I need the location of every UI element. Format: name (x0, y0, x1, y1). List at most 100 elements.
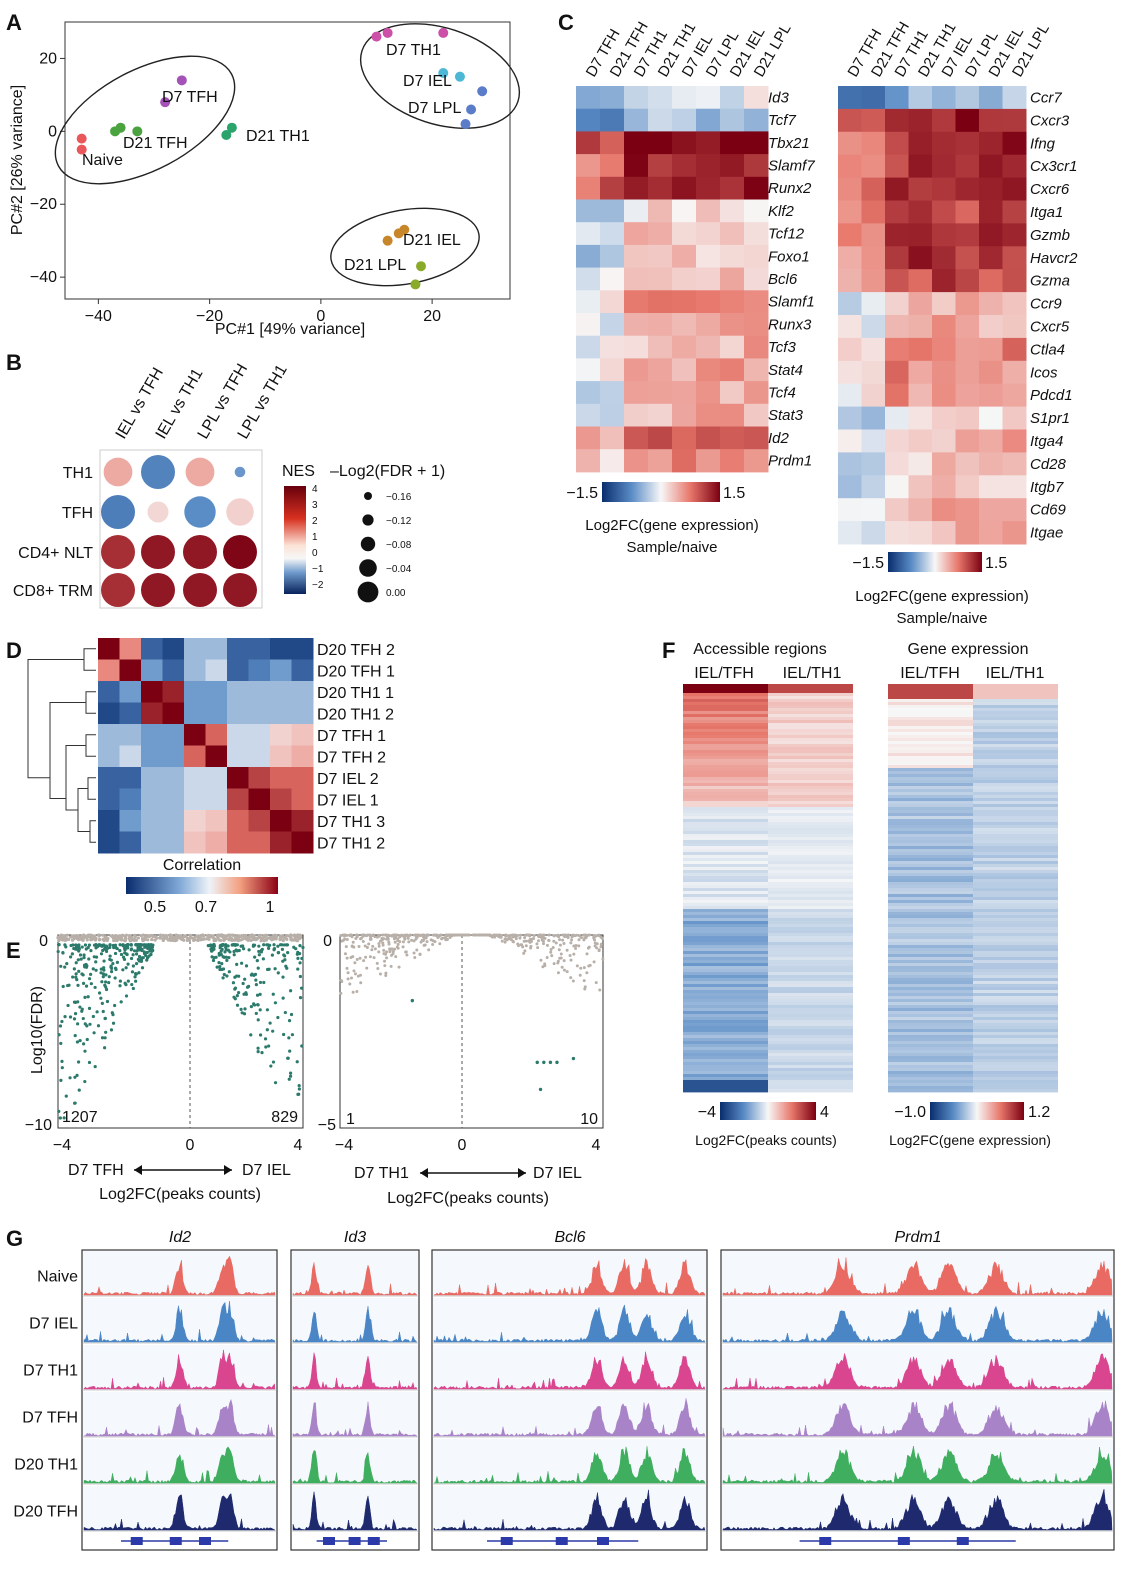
volcano-right-point (372, 956, 376, 960)
volcano-right-point (545, 943, 549, 947)
volcano-left-point (252, 1002, 256, 1006)
f-heat-row (683, 966, 768, 970)
f-heat-row (888, 765, 973, 769)
f-heat-row (683, 1026, 768, 1030)
heatmap-cell (979, 131, 1003, 156)
volcano-right-point (418, 953, 422, 957)
heatmap-cell (648, 176, 673, 200)
volcano-right-point (503, 937, 507, 941)
f-heat-row (973, 858, 1058, 862)
f-heat-row (768, 903, 853, 907)
volcano-right-point (536, 946, 540, 950)
volcano-left-point (80, 1009, 84, 1013)
f-heat-row (683, 1062, 768, 1066)
f-heat-row (683, 1020, 768, 1024)
volcano-left-point (93, 938, 98, 942)
heatmap-cell (932, 131, 956, 156)
volcano-left-point (207, 937, 211, 941)
f-heat-row (768, 936, 853, 940)
f-heat-row (888, 1026, 973, 1030)
volcano-left-point (250, 933, 254, 937)
f-heat-row (888, 948, 973, 952)
f-heat-row (888, 879, 973, 883)
heatmap-cell (576, 449, 601, 473)
heatmap-cell (908, 223, 933, 247)
f-heat-row (888, 876, 973, 880)
volcano-right-point (438, 942, 442, 946)
volcano-left-point (141, 956, 145, 960)
heatmap-cell (838, 429, 862, 453)
f-heat-row (683, 732, 768, 736)
volcano-left-point (214, 938, 218, 943)
f-heat-row (768, 942, 853, 946)
f-heat-row (768, 1050, 853, 1054)
volcano-left-point (107, 980, 111, 985)
correlation-cell (162, 831, 185, 854)
volcano-left-point (145, 958, 149, 962)
f-heat-row (768, 798, 853, 802)
heatmap-cell (838, 292, 862, 316)
volcano-left-point (83, 935, 88, 939)
f-heat-row (768, 963, 853, 967)
f-heat-row (768, 990, 853, 994)
f-heat-row (888, 1074, 973, 1078)
heatmap-cell (576, 222, 601, 246)
volcano-right-point (582, 933, 586, 937)
label-naive: Naive (82, 152, 123, 169)
f-heat-row (768, 828, 853, 832)
heatmap-cell (955, 86, 980, 110)
f-heat-row (683, 1083, 768, 1087)
heatmap-cell (932, 337, 956, 362)
g-coverage-track (722, 1257, 1113, 1296)
f-heat-row (888, 711, 973, 715)
f-heat-row (683, 759, 768, 763)
volcano-left-point (256, 1046, 260, 1050)
f-heat-row (888, 831, 973, 835)
f-heat-row (888, 891, 973, 895)
volcano-right-xlabel: Log2FC(peaks counts) (387, 1190, 549, 1207)
f-heat-row (768, 846, 853, 850)
correlation-cell (184, 724, 206, 746)
correlation-cell (205, 767, 228, 789)
volcano-right-point (371, 944, 375, 948)
correlation-cell (270, 788, 292, 811)
f-heat-row (888, 915, 973, 919)
volcano-right-point (420, 938, 424, 942)
volcano-right-point (532, 934, 536, 938)
heatmap-cell (861, 108, 886, 133)
volcano-left-point (296, 936, 300, 940)
f-heat-row (683, 990, 768, 994)
correlation-tick-0: 0.5 (144, 899, 166, 916)
f-heat-row (768, 849, 853, 853)
g-gene-exon (897, 1537, 910, 1545)
volcano-left-point (61, 984, 65, 989)
heatmap-cell (648, 290, 673, 314)
heatmap-cell (600, 108, 625, 132)
f-heat-row (888, 750, 973, 754)
f-heat-row (683, 975, 768, 979)
heatmap-cell (600, 335, 625, 359)
volcano-right-point (412, 951, 416, 955)
heatmap-cell (908, 521, 933, 545)
heatmap-cell (955, 154, 980, 179)
f-heat-row (888, 966, 973, 970)
f-heat-row (683, 693, 768, 697)
volcano-left-point (188, 933, 192, 937)
f-heat-row (973, 912, 1058, 916)
volcano-left-point (263, 935, 267, 939)
f-left-col-0: IEL/TFH (694, 665, 754, 682)
volcano-right-point (455, 933, 459, 937)
heatmap-cell (955, 223, 980, 247)
volcano-right-point (340, 939, 344, 943)
f-heat-row (683, 927, 768, 931)
volcano-left-point (75, 1073, 79, 1077)
volcano-left-point (126, 962, 130, 966)
heatmap-cell (624, 381, 649, 405)
volcano-left-point (216, 936, 220, 940)
volcano-left-point (116, 935, 120, 940)
volcano-right-point (550, 954, 554, 958)
dendrogram-branch (83, 648, 96, 671)
f-heat-row (683, 942, 768, 946)
volcano-left-point (65, 933, 69, 937)
volcano-left-point (195, 934, 200, 938)
